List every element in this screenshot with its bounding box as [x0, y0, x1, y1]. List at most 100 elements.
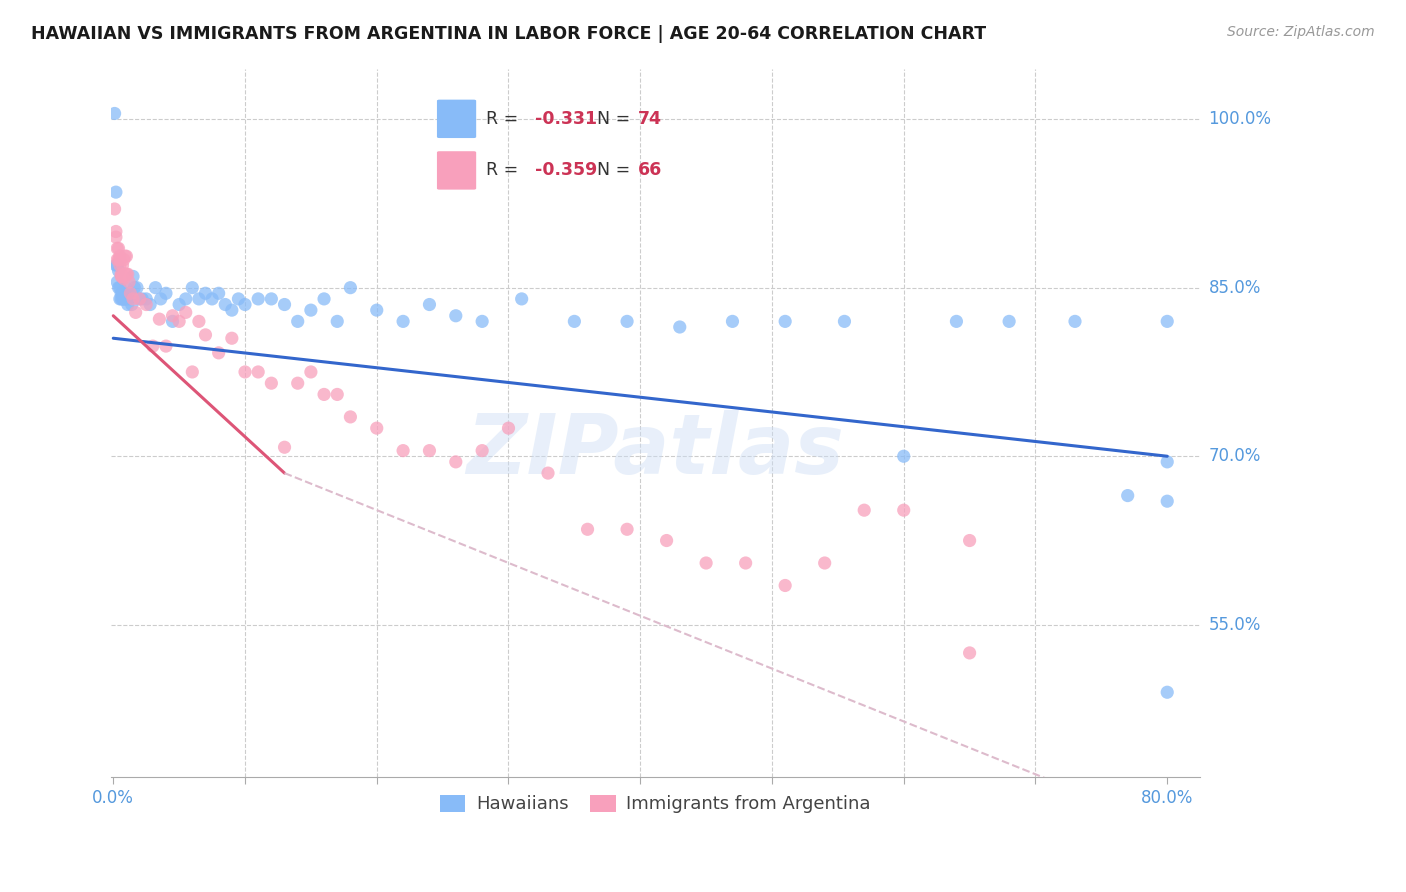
Point — [108, 292, 131, 306]
Point — [616, 522, 638, 536]
Point — [112, 292, 135, 306]
Point — [194, 286, 217, 301]
Point — [148, 312, 170, 326]
Point — [1156, 494, 1178, 508]
Point — [201, 292, 224, 306]
Point — [107, 264, 129, 278]
Point — [111, 258, 134, 272]
Point — [114, 267, 136, 281]
Point — [104, 225, 127, 239]
Point — [105, 252, 128, 267]
Point — [228, 292, 250, 306]
Point — [112, 252, 135, 267]
Point — [945, 314, 967, 328]
Point — [734, 556, 756, 570]
Text: 70.0%: 70.0% — [1209, 447, 1261, 466]
Point — [893, 449, 915, 463]
Point — [155, 286, 177, 301]
Point — [167, 314, 190, 328]
Point — [299, 303, 322, 318]
Point — [149, 292, 172, 306]
Point — [510, 292, 533, 306]
Point — [131, 292, 153, 306]
Point — [273, 440, 295, 454]
Point — [135, 297, 157, 311]
Point — [221, 331, 243, 345]
Point — [108, 258, 131, 272]
Point — [124, 280, 146, 294]
Point — [773, 314, 796, 328]
Point — [1156, 455, 1178, 469]
Point — [247, 365, 270, 379]
Point — [1064, 314, 1087, 328]
Point — [114, 286, 136, 301]
Point — [312, 387, 335, 401]
Point — [814, 556, 837, 570]
Point — [111, 286, 134, 301]
Point — [105, 241, 128, 255]
Point — [194, 327, 217, 342]
Text: Source: ZipAtlas.com: Source: ZipAtlas.com — [1227, 25, 1375, 39]
Point — [471, 314, 494, 328]
Point — [167, 297, 190, 311]
Point — [695, 556, 717, 570]
Point — [655, 533, 678, 548]
Point — [312, 292, 335, 306]
Point — [112, 292, 135, 306]
Text: 100.0%: 100.0% — [1209, 110, 1271, 128]
Point — [721, 314, 744, 328]
Point — [233, 297, 256, 311]
Point — [120, 286, 142, 301]
Point — [392, 314, 415, 328]
Point — [139, 297, 162, 311]
Point — [339, 280, 361, 294]
Point — [142, 339, 165, 353]
Text: 55.0%: 55.0% — [1209, 615, 1261, 634]
Point — [162, 309, 184, 323]
Point — [110, 267, 132, 281]
Point — [103, 202, 125, 216]
Point — [444, 309, 467, 323]
Point — [773, 578, 796, 592]
Point — [893, 503, 915, 517]
Point — [471, 443, 494, 458]
Point — [221, 303, 243, 318]
Point — [287, 376, 309, 391]
Point — [111, 269, 134, 284]
Point — [187, 292, 209, 306]
Point — [498, 421, 520, 435]
Point — [273, 297, 295, 311]
Point — [260, 292, 283, 306]
Point — [145, 280, 167, 294]
Point — [339, 409, 361, 424]
Point — [117, 267, 139, 281]
Point — [105, 258, 128, 272]
Point — [117, 297, 139, 311]
Point — [853, 503, 876, 517]
Point — [105, 275, 128, 289]
Point — [155, 339, 177, 353]
Point — [111, 269, 134, 284]
Legend: Hawaiians, Immigrants from Argentina: Hawaiians, Immigrants from Argentina — [433, 788, 879, 821]
Point — [174, 305, 197, 319]
Point — [107, 252, 129, 267]
Point — [111, 292, 134, 306]
Point — [564, 314, 586, 328]
Point — [107, 241, 129, 255]
Point — [115, 292, 138, 306]
Point — [616, 314, 638, 328]
Point — [108, 249, 131, 263]
Point — [108, 280, 131, 294]
Point — [834, 314, 856, 328]
Point — [121, 297, 143, 311]
Point — [103, 106, 125, 120]
Point — [174, 292, 197, 306]
Text: ZIPatlas: ZIPatlas — [467, 410, 845, 491]
Point — [366, 303, 388, 318]
Point — [444, 455, 467, 469]
Point — [118, 292, 141, 306]
Point — [208, 286, 231, 301]
Point — [287, 314, 309, 328]
Point — [576, 522, 599, 536]
Point — [959, 646, 981, 660]
